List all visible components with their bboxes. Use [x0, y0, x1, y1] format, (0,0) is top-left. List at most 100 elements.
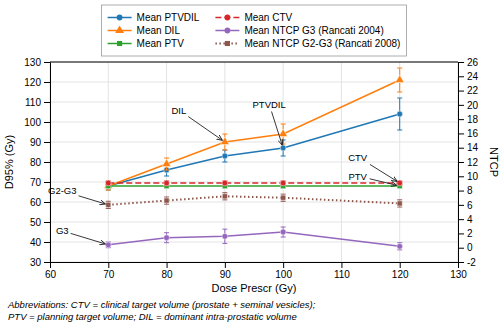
legend-item: Mean DIL [108, 25, 181, 36]
y2-axis-title: NTCP [488, 147, 500, 177]
tick-mark [108, 262, 109, 268]
point [397, 180, 403, 186]
point [104, 181, 113, 189]
series [105, 227, 402, 250]
legend-swatch-marker [225, 28, 231, 34]
error-bar [281, 181, 286, 185]
legend-swatch-marker [225, 41, 230, 46]
tick: 10 [458, 171, 479, 182]
annotations: PTVDILDILCTVPTVG2-G3G3 [48, 99, 397, 244]
tick-label: 90 [30, 137, 42, 148]
annotation: PTV [348, 171, 367, 182]
annotation-arrow [370, 164, 397, 181]
error-bar [222, 193, 227, 200]
tick-mark [283, 262, 284, 268]
tick-label: 120 [24, 77, 41, 88]
tick-mark [458, 248, 464, 249]
tick-label: 50 [30, 217, 42, 228]
axis-line [459, 63, 465, 263]
error-bar [397, 243, 402, 250]
point [397, 201, 402, 206]
point [106, 202, 111, 207]
series [106, 183, 403, 188]
legend-item: Mean CTV [215, 12, 292, 23]
tick-label: 40 [30, 237, 42, 248]
tick-label: 80 [162, 269, 174, 280]
plot-frame-top [50, 62, 458, 63]
tick-mark [44, 122, 50, 123]
tick-mark [458, 205, 464, 206]
annotation-arrow [188, 117, 222, 141]
tick-mark [44, 182, 50, 183]
tick-label: 14 [467, 142, 479, 153]
series-line [108, 196, 399, 205]
tick-label: 130 [450, 269, 467, 280]
tick-label: 60 [30, 197, 42, 208]
tick: 70 [30, 177, 50, 188]
tick: 24 [458, 71, 479, 82]
tick-mark [458, 91, 464, 92]
point [397, 243, 403, 249]
tick: 16 [458, 128, 479, 139]
series-line [108, 185, 399, 187]
tick-label: 30 [30, 257, 42, 268]
error-bar [397, 200, 402, 207]
point [222, 180, 228, 186]
tick: 12 [458, 157, 479, 168]
tick: 40 [30, 237, 50, 248]
tick-mark [458, 191, 464, 192]
tick-mark [44, 62, 50, 63]
error-bar [222, 181, 227, 185]
annotation: CTV [348, 152, 368, 163]
tick-mark [458, 233, 464, 234]
tick-mark [458, 105, 464, 106]
tick-label: 20 [467, 100, 479, 111]
tick-label: 24 [467, 71, 479, 82]
tick-label: 22 [467, 85, 479, 96]
series-line [108, 80, 399, 186]
legend-item: Mean NTCP G2-G3 (Rancati 2008) [215, 38, 400, 49]
error-bar [164, 233, 169, 243]
footnote: PTV = planning target volume; DIL = domi… [8, 311, 297, 322]
tick-mark [167, 262, 168, 268]
tick: 80 [162, 262, 174, 280]
tick-label: 100 [275, 269, 292, 280]
point [162, 159, 171, 167]
series-line [108, 232, 399, 246]
tick-mark [44, 222, 50, 223]
tick-label: 8 [467, 185, 473, 196]
tick: 6 [458, 200, 473, 211]
tick: 0 [458, 242, 473, 253]
tick-label: 110 [334, 269, 350, 280]
y-axis: 30405060708090100110120130 [24, 57, 50, 268]
legend-label: Mean NTCP G3 (Rancati 2004) [244, 25, 383, 36]
tick: 30 [30, 257, 50, 268]
tick-mark [458, 262, 464, 263]
tick: 26 [458, 57, 479, 68]
grid-line-y [50, 122, 458, 123]
tick-mark [44, 162, 50, 163]
legend-swatch-marker [117, 41, 122, 46]
tick: -2 [458, 257, 476, 268]
tick-mark [225, 262, 226, 268]
tick-label: 26 [467, 57, 479, 68]
legend-item: Mean NTCP G3 (Rancati 2004) [215, 25, 383, 36]
tick-mark [44, 242, 50, 243]
tick-label: 90 [220, 269, 232, 280]
point [164, 198, 169, 203]
tick: 70 [103, 262, 115, 280]
x-axis-title: Dose Prescr (Gy) [212, 282, 297, 294]
tick-mark [458, 133, 464, 134]
tick-mark [458, 148, 464, 149]
tick: 50 [30, 217, 50, 228]
series-area [104, 68, 404, 250]
tick: 20 [458, 100, 479, 111]
tick-mark [458, 62, 464, 63]
point [164, 235, 170, 241]
point [279, 129, 288, 137]
tick-mark [341, 262, 342, 268]
point [222, 153, 228, 159]
legend-label: Mean NTCP G2-G3 (Rancati 2008) [244, 38, 400, 49]
legend-swatch-marker [115, 25, 124, 33]
tick-mark [44, 202, 50, 203]
